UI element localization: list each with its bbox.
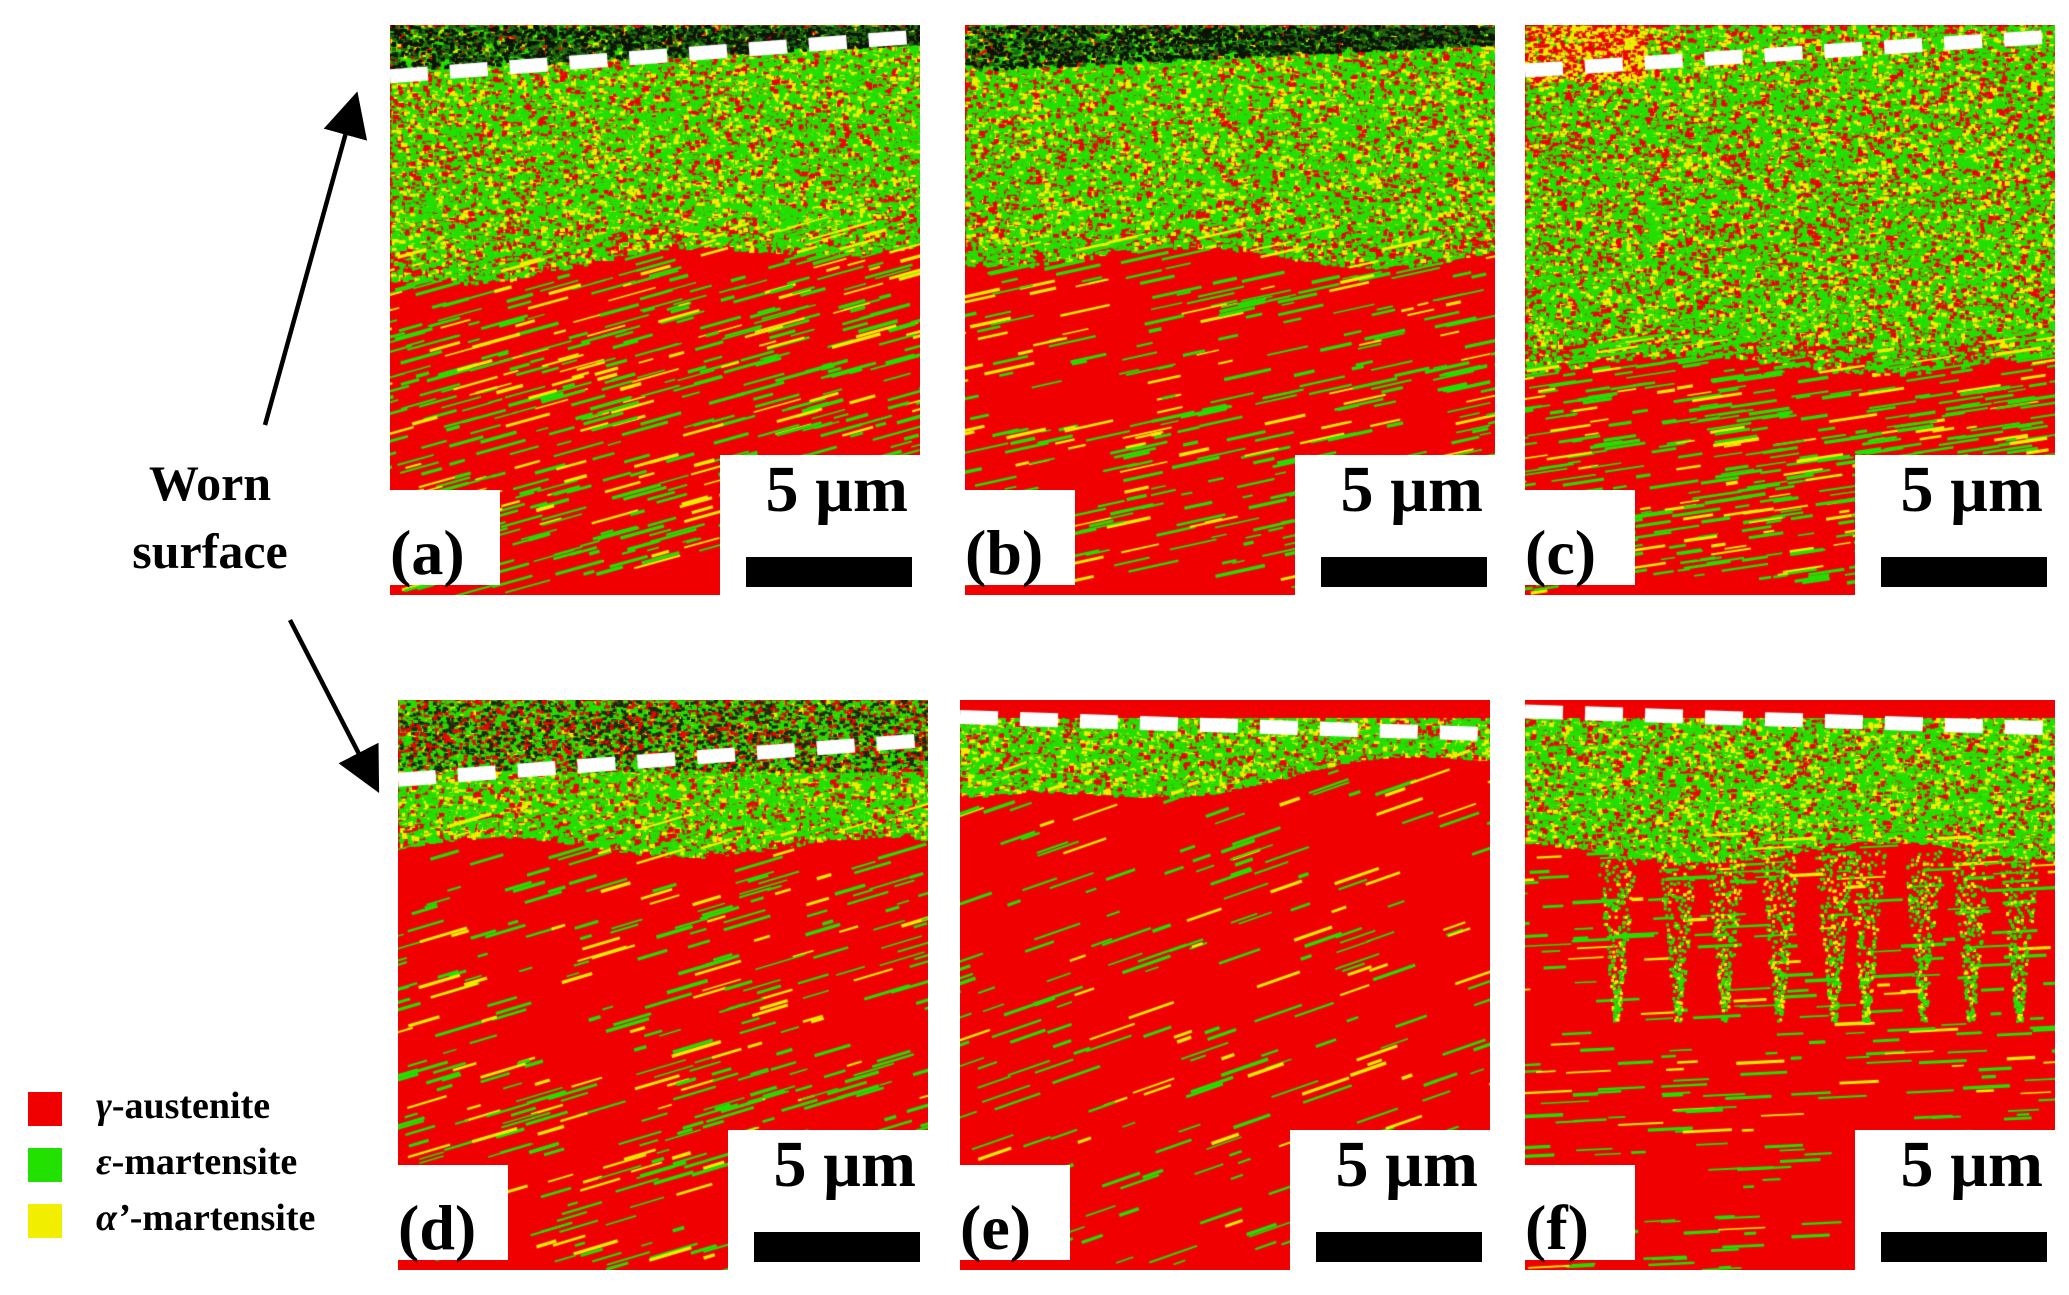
annotation-line-2: surface — [132, 522, 288, 579]
scale-text-c: 5 µm — [1900, 453, 2043, 526]
scale-line-c — [1881, 557, 2047, 587]
scale-text-a: 5 µm — [765, 453, 908, 526]
panel-label-a: (a) — [390, 490, 500, 585]
scale-bar-d: 5 µm — [728, 1130, 928, 1270]
arrow-up — [262, 91, 368, 426]
annotation-line-1: Worn — [148, 455, 272, 511]
scale-bar-c: 5 µm — [1855, 455, 2055, 595]
scale-text-b: 5 µm — [1340, 453, 1483, 526]
scale-bar-e: 5 µm — [1290, 1130, 1490, 1270]
ebsd-panel-b: (b) 5 µm — [965, 25, 1495, 595]
panel-label-b: (b) — [965, 490, 1075, 585]
scale-line-b — [1321, 557, 1487, 587]
ebsd-panel-f: (f) 5 µm — [1525, 700, 2055, 1270]
scale-line-d — [754, 1232, 920, 1262]
legend-swatch-alpha-martensite — [28, 1204, 62, 1238]
scale-line-e — [1316, 1232, 1482, 1262]
scale-line-a — [746, 557, 912, 587]
worn-surface-annotation: Worn surface — [110, 450, 310, 585]
scale-text-d: 5 µm — [773, 1128, 916, 1201]
panel-label-d: (d) — [398, 1165, 508, 1260]
arrow-down — [287, 618, 380, 794]
legend-swatch-epsilon-martensite — [28, 1148, 62, 1182]
panel-label-c: (c) — [1525, 490, 1635, 585]
scale-line-f — [1881, 1232, 2047, 1262]
scale-text-f: 5 µm — [1900, 1128, 2043, 1201]
scale-bar-b: 5 µm — [1295, 455, 1495, 595]
scale-text-e: 5 µm — [1335, 1128, 1478, 1201]
panel-label-f: (f) — [1525, 1165, 1635, 1260]
legend-swatch-austenite — [28, 1092, 62, 1126]
ebsd-panel-a: (a) 5 µm — [390, 25, 920, 595]
panel-label-e: (e) — [960, 1165, 1070, 1260]
scale-bar-f: 5 µm — [1855, 1130, 2055, 1270]
ebsd-panel-d: (d) 5 µm — [398, 700, 928, 1270]
scale-bar-a: 5 µm — [720, 455, 920, 595]
ebsd-panel-c: (c) 5 µm — [1525, 25, 2055, 595]
ebsd-panel-e: (e) 5 µm — [960, 700, 1490, 1270]
